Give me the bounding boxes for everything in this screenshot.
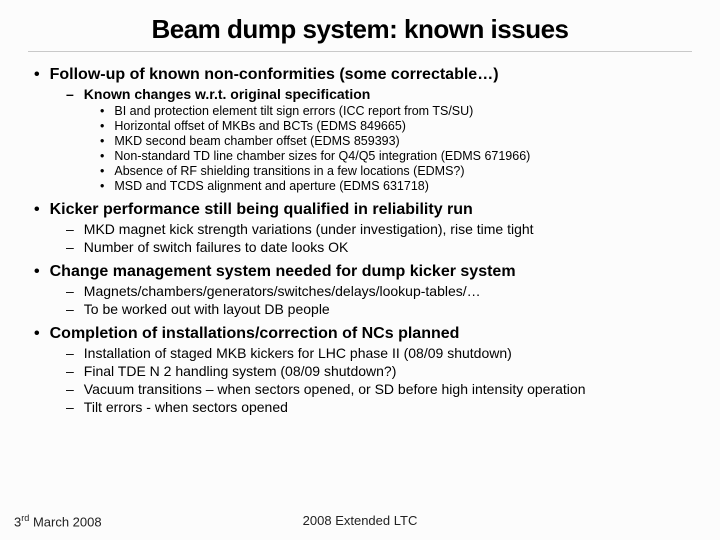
sub-item: –Number of switch failures to date looks… xyxy=(66,239,692,255)
section-heading-text: Completion of installations/correction o… xyxy=(50,325,460,343)
slide-body: • Follow-up of known non-conformities (so… xyxy=(28,66,692,415)
dash-icon: – xyxy=(66,221,74,237)
detail-item-text: Non-standard TD line chamber sizes for Q… xyxy=(114,149,530,163)
footer-date: 3rd March 2008 xyxy=(14,513,102,529)
detail-item: • BI and protection element tilt sign err… xyxy=(100,104,692,118)
section-heading: • Follow-up of known non-conformities (so… xyxy=(34,66,692,84)
sub-item-text: Magnets/chambers/generators/switches/del… xyxy=(84,283,481,299)
detail-item-text: Absence of RF shielding transitions in a… xyxy=(114,164,464,178)
sub-item: –Installation of staged MKB kickers for … xyxy=(66,345,692,361)
sub-item-text: Vacuum transitions – when sectors opened… xyxy=(84,381,586,397)
sub-item-text: Known changes w.r.t. original specificat… xyxy=(84,86,371,102)
sub-item: –MKD magnet kick strength variations (un… xyxy=(66,221,692,237)
bullet-icon: • xyxy=(34,66,40,84)
sub-item: –Tilt errors - when sectors opened xyxy=(66,399,692,415)
detail-item-text: MSD and TCDS alignment and aperture (EDM… xyxy=(114,179,429,193)
sub-item: –To be worked out with layout DB people xyxy=(66,301,692,317)
section-heading-text: Follow-up of known non-conformities (som… xyxy=(50,66,499,84)
dash-icon: – xyxy=(66,345,74,361)
detail-item: • MKD second beam chamber offset (EDMS 85… xyxy=(100,134,692,148)
dash-icon: – xyxy=(66,283,74,299)
dash-icon: – xyxy=(66,381,74,397)
detail-item: • MSD and TCDS alignment and aperture (ED… xyxy=(100,179,692,193)
section-heading-text: Kicker performance still being qualified… xyxy=(50,201,473,219)
bullet-icon: • xyxy=(100,179,104,193)
detail-item-text: Horizontal offset of MKBs and BCTs (EDMS… xyxy=(114,119,406,133)
bullet-icon: • xyxy=(100,164,104,178)
dash-icon: – xyxy=(66,363,74,379)
bullet-icon: • xyxy=(34,263,40,281)
sub-item-text: Number of switch failures to date looks … xyxy=(84,239,349,255)
section-heading: • Change management system needed for dum… xyxy=(34,263,692,281)
sub-item: –Known changes w.r.t. original specifica… xyxy=(66,86,692,102)
sub-item-text: Final TDE N 2 handling system (08/09 shu… xyxy=(84,363,397,379)
bullet-icon: • xyxy=(34,325,40,343)
bullet-icon: • xyxy=(100,149,104,163)
slide-title: Beam dump system: known issues xyxy=(28,14,692,52)
dash-icon: – xyxy=(66,399,74,415)
sub-item: –Vacuum transitions – when sectors opene… xyxy=(66,381,692,397)
section-heading: • Kicker performance still being qualifie… xyxy=(34,201,692,219)
bullet-icon: • xyxy=(100,134,104,148)
footer-center: 2008 Extended LTC xyxy=(0,513,720,528)
dash-icon: – xyxy=(66,239,74,255)
section-heading: • Completion of installations/correction … xyxy=(34,325,692,343)
section-heading-text: Change management system needed for dump… xyxy=(50,263,516,281)
bullet-icon: • xyxy=(100,104,104,118)
detail-item-text: BI and protection element tilt sign erro… xyxy=(114,104,473,118)
detail-item: • Absence of RF shielding transitions in … xyxy=(100,164,692,178)
sub-item-text: Installation of staged MKB kickers for L… xyxy=(84,345,512,361)
dash-icon: – xyxy=(66,301,74,317)
sub-item: –Magnets/chambers/generators/switches/de… xyxy=(66,283,692,299)
sub-item-text: MKD magnet kick strength variations (und… xyxy=(84,221,534,237)
footer: 3rd March 2008 2008 Extended LTC xyxy=(0,513,720,528)
bullet-icon: • xyxy=(100,119,104,133)
bullet-icon: • xyxy=(34,201,40,219)
sub-item-text: To be worked out with layout DB people xyxy=(84,301,330,317)
sub-item-text: Tilt errors - when sectors opened xyxy=(84,399,288,415)
detail-item: • Non-standard TD line chamber sizes for … xyxy=(100,149,692,163)
sub-item: –Final TDE N 2 handling system (08/09 sh… xyxy=(66,363,692,379)
dash-icon: – xyxy=(66,86,74,102)
detail-item: • Horizontal offset of MKBs and BCTs (EDM… xyxy=(100,119,692,133)
detail-item-text: MKD second beam chamber offset (EDMS 859… xyxy=(114,134,399,148)
